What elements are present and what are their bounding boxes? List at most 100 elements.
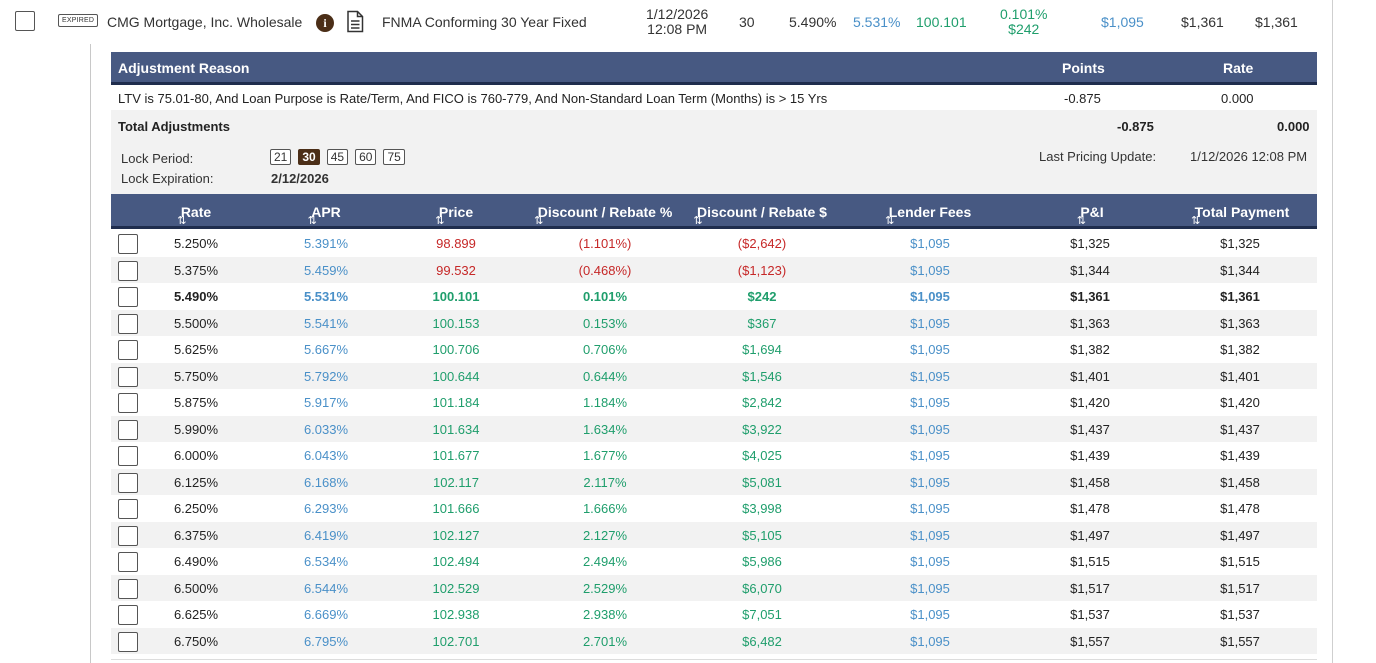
- cell-rate: 5.250%: [173, 236, 219, 251]
- apr-column-header[interactable]: ⇅ APR: [308, 204, 341, 227]
- cell-apr: 6.293%: [303, 501, 349, 516]
- discount-amt-column-header[interactable]: ⇅ Discount / Rebate $: [693, 204, 827, 227]
- rate-table-row[interactable]: 5.625% 5.667% 100.706 0.706% $1,694 $1,095 $1,…: [111, 336, 1317, 363]
- rate-table-row[interactable]: 6.625% 6.669% 102.938 2.938% $7,051 $1,095 $1,…: [111, 601, 1317, 628]
- rate-table-row[interactable]: 5.500% 5.541% 100.153 0.153% $367 $1,095 $1,36…: [111, 309, 1317, 336]
- sort-icon: ⇅: [693, 215, 702, 227]
- rate-table-row[interactable]: 6.000% 6.043% 101.677 1.677% $4,025 $1,095 $1,…: [111, 442, 1317, 469]
- adjustment-rate-header: Rate: [1223, 60, 1254, 76]
- cell-pi: $1,458: [1070, 474, 1110, 490]
- cell-price: 101.677: [432, 448, 480, 463]
- cell-discount-pct: (1.101%): [578, 236, 632, 251]
- rate-table-row[interactable]: 6.490% 6.534% 102.494 2.494% $5,986 $1,095 $1,…: [111, 548, 1317, 575]
- cell-pi: $1,401: [1070, 368, 1110, 384]
- rate-table-row[interactable]: 5.250% 5.391% 98.899 (1.101%) ($2,642) $1,095…: [111, 230, 1317, 257]
- rate-table-row[interactable]: 6.125% 6.168% 102.117 2.117% $5,081 $1,095 $1,…: [111, 468, 1317, 495]
- cell-discount-amt: ($1,123): [737, 262, 787, 278]
- detail-panel-left-border: [90, 44, 91, 663]
- row-select-checkbox[interactable]: [118, 605, 138, 625]
- product-term: 30: [739, 14, 755, 30]
- row-select-checkbox[interactable]: [118, 446, 138, 466]
- total-adjustments-points: -0.875: [1117, 119, 1154, 134]
- cell-rate: 5.500%: [173, 315, 219, 331]
- cell-total-payment: $1,361: [1220, 289, 1260, 304]
- cell-lender-fees: $1,095: [910, 342, 950, 357]
- cell-apr: 5.459%: [303, 262, 349, 278]
- cell-total-payment: $1,458: [1220, 474, 1260, 490]
- row-select-checkbox[interactable]: [118, 631, 138, 652]
- cell-discount-pct: 2.494%: [582, 554, 628, 569]
- lock-period-75[interactable]: 75: [383, 149, 405, 165]
- product-select-checkbox[interactable]: [15, 11, 35, 31]
- cell-discount-pct: 2.127%: [582, 527, 628, 543]
- rate-table-row[interactable]: 6.250% 6.293% 101.666 1.666% $3,998 $1,095 $1,…: [111, 495, 1317, 522]
- cell-lender-fees: $1,095: [910, 474, 950, 490]
- row-select-checkbox[interactable]: [118, 260, 138, 281]
- discount-pct-column-header[interactable]: ⇅ Discount / Rebate %: [534, 204, 672, 227]
- adjustment-reason: LTV is 75.01-80, And Loan Purpose is Rat…: [118, 91, 828, 106]
- discount-amt-column-header-label: Discount / Rebate $: [697, 204, 827, 220]
- product-row[interactable]: EXPIRED CMG Mortgage, Inc. Wholesale i F…: [0, 0, 1332, 44]
- rate-table-row[interactable]: 6.750% 6.795% 102.701 2.701% $6,482 $1,095 $1,…: [111, 627, 1317, 654]
- lock-period-21[interactable]: 21: [270, 149, 292, 165]
- table-bottom-border: [111, 659, 1317, 660]
- lock-period-options: 21 30 45 60 75: [270, 149, 405, 165]
- rate-table-row[interactable]: 5.990% 6.033% 101.634 1.634% $3,922 $1,095 $1,…: [111, 415, 1317, 442]
- rate-table-row[interactable]: 5.490% 5.531% 100.101 0.101% $242 $1,095 $1,36…: [111, 283, 1317, 310]
- document-icon[interactable]: [346, 10, 364, 36]
- total-payment-column-header[interactable]: ⇅ Total Payment: [1191, 204, 1289, 227]
- product-pi: $1,361: [1181, 14, 1224, 30]
- cell-discount-pct: 1.184%: [582, 395, 628, 410]
- cell-discount-pct: 0.101%: [582, 289, 628, 304]
- info-icon[interactable]: i: [316, 14, 334, 32]
- cell-apr: 5.917%: [303, 395, 349, 410]
- row-select-checkbox[interactable]: [118, 578, 138, 599]
- lock-period-30[interactable]: 30: [298, 149, 320, 165]
- rate-column-header[interactable]: ⇅ Rate: [177, 204, 211, 227]
- rate-table-row[interactable]: 6.375% 6.419% 102.127 2.127% $5,105 $1,095 $1,…: [111, 521, 1317, 548]
- cell-total-payment: $1,497: [1220, 527, 1260, 543]
- row-select-checkbox[interactable]: [118, 552, 138, 572]
- cell-price: 102.127: [432, 527, 480, 543]
- cell-discount-pct: 0.153%: [582, 315, 628, 331]
- cell-pi: $1,363: [1070, 315, 1110, 331]
- product-discount-pct: 0.101%: [1000, 6, 1048, 22]
- cell-lender-fees: $1,095: [910, 395, 950, 410]
- row-select-checkbox[interactable]: [118, 340, 138, 360]
- rate-table-row[interactable]: 6.500% 6.544% 102.529 2.529% $6,070 $1,095 $1,…: [111, 574, 1317, 601]
- sort-icon: ⇅: [307, 215, 317, 227]
- cell-discount-pct: 2.938%: [582, 607, 628, 622]
- row-select-checkbox[interactable]: [118, 525, 138, 546]
- pi-column-header[interactable]: ⇅ P&I: [1077, 204, 1104, 227]
- cell-lender-fees: $1,095: [910, 501, 950, 516]
- lock-period-60[interactable]: 60: [355, 149, 377, 165]
- cell-discount-pct: 0.644%: [582, 368, 628, 384]
- sort-icon: ⇅: [534, 215, 543, 227]
- cell-price: 102.701: [432, 633, 480, 649]
- rate-table-row[interactable]: 5.875% 5.917% 101.184 1.184% $2,842 $1,095 $1,…: [111, 389, 1317, 416]
- product-price: 100.101: [916, 14, 967, 30]
- rate-table-row[interactable]: 5.375% 5.459% 99.532 (0.468%) ($1,123) $1,095…: [111, 256, 1317, 283]
- cell-apr: 5.391%: [303, 236, 349, 251]
- row-select-checkbox[interactable]: [118, 499, 138, 519]
- row-select-checkbox[interactable]: [118, 313, 138, 334]
- cell-discount-amt: $367: [747, 315, 777, 331]
- cell-apr: 6.419%: [303, 527, 349, 543]
- cell-price: 101.184: [432, 395, 480, 410]
- cell-discount-pct: 1.677%: [582, 448, 628, 463]
- row-select-checkbox[interactable]: [118, 234, 138, 254]
- row-select-checkbox[interactable]: [118, 287, 138, 307]
- row-select-checkbox[interactable]: [118, 472, 138, 493]
- price-column-header[interactable]: ⇅ Price: [435, 204, 473, 227]
- sort-icon: ⇅: [1076, 215, 1086, 227]
- row-select-checkbox[interactable]: [118, 419, 138, 440]
- sort-icon: ⇅: [1191, 215, 1200, 227]
- row-select-checkbox[interactable]: [118, 366, 138, 387]
- lock-period-45[interactable]: 45: [326, 149, 349, 165]
- cell-rate: 5.750%: [173, 368, 219, 384]
- row-select-checkbox[interactable]: [118, 393, 138, 413]
- lock-expiration-label: Lock Expiration:: [121, 171, 214, 186]
- cell-rate: 5.375%: [173, 262, 219, 278]
- lender-fees-column-header[interactable]: ⇅ Lender Fees: [885, 204, 971, 227]
- rate-table-row[interactable]: 5.750% 5.792% 100.644 0.644% $1,546 $1,095 $1,…: [111, 362, 1317, 389]
